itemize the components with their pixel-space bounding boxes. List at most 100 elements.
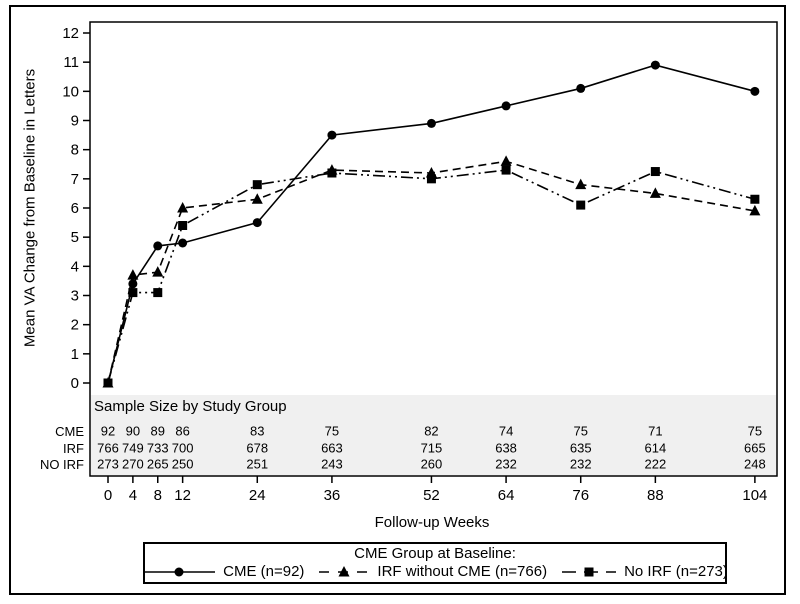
y-tick-label: 5: [71, 229, 79, 246]
sample-table-cell: 273: [97, 457, 119, 472]
sample-table-title: Sample Size by Study Group: [94, 398, 287, 415]
series-cme-marker: [501, 101, 511, 111]
figure-border: [9, 5, 786, 595]
series-no-irf-line: [107, 169, 756, 384]
x-tick-label: 4: [129, 487, 137, 504]
legend-line-sample-no-irf: [562, 567, 617, 576]
legend-line-sample-cme: [143, 567, 216, 576]
legend-label-cme: CME (n=92): [223, 563, 305, 580]
series-no-irf: [103, 165, 760, 388]
sample-table-row-label-cme: CME: [55, 424, 84, 439]
legend-entry-cme: CME (n=92): [142, 563, 304, 580]
series-cme-line: [107, 64, 756, 384]
sample-table-cell: 89: [151, 424, 165, 439]
sample-table-cell: 86: [175, 424, 189, 439]
x-tick-label: 88: [647, 487, 664, 504]
legend-entry-irf: IRF without CME (n=766): [318, 563, 547, 580]
y-tick-label: 0: [71, 375, 79, 392]
sample-table-cell: 75: [748, 424, 762, 439]
series-no-irf-marker: [750, 194, 760, 204]
series-cme-marker: [650, 60, 660, 70]
sample-table-cell: 766: [97, 441, 119, 456]
y-tick-label: 11: [63, 54, 79, 71]
series-irf-marker: [500, 155, 512, 166]
sample-table-cell: 83: [250, 424, 264, 439]
sample-table-cell: 75: [573, 424, 587, 439]
series-cme-marker: [128, 279, 138, 289]
sample-table-cell: 232: [570, 457, 592, 472]
sample-table-cell: 90: [126, 424, 140, 439]
series-cme-marker: [153, 241, 163, 251]
y-tick-label: 6: [71, 200, 79, 217]
series-irf-marker: [575, 178, 587, 190]
x-tick-label: 64: [498, 487, 515, 504]
x-tick-label: 0: [104, 487, 112, 504]
x-tick-label: 8: [154, 487, 162, 504]
sample-table-cell: 250: [172, 457, 194, 472]
series-no-irf-marker: [178, 220, 188, 230]
series-irf-marker: [127, 269, 139, 280]
legend-label-no-irf: No IRF (n=273): [624, 563, 728, 580]
series-no-irf-marker: [252, 180, 262, 190]
sample-table-cell: 248: [744, 457, 766, 472]
legend-line-sample-irf: [319, 565, 370, 576]
series-irf: [102, 155, 761, 388]
sample-table-cell: 665: [744, 441, 766, 456]
x-tick-label: 12: [174, 487, 191, 504]
plot-frame: [89, 21, 778, 477]
y-tick-label: 2: [71, 317, 79, 334]
y-tick-label: 9: [71, 112, 79, 129]
y-tick-label: 12: [62, 25, 79, 42]
sample-table-cell: 733: [147, 441, 169, 456]
series-cme: [103, 60, 760, 388]
y-tick-label: 8: [71, 142, 79, 159]
sample-table-background: [91, 395, 776, 475]
legend-entries: CME (n=92) IRF without CME (n=766) No IR…: [142, 563, 728, 580]
sample-table-cell: 715: [421, 441, 443, 456]
y-tick-label: 1: [71, 346, 79, 363]
series-no-irf-marker: [103, 378, 113, 388]
series-no-irf-marker: [501, 165, 511, 175]
series-no-irf-marker: [576, 200, 586, 210]
y-tick-label: 3: [71, 287, 79, 304]
series-no-irf-marker: [128, 288, 138, 298]
series-no-irf-marker: [650, 167, 660, 177]
series-cme-marker: [750, 86, 760, 96]
x-tick-label: 24: [249, 487, 266, 504]
series-irf-marker: [152, 266, 164, 277]
sample-table-cell: 749: [122, 441, 144, 456]
series-cme-marker: [426, 118, 436, 128]
sample-table-cell: 614: [645, 441, 667, 456]
sample-table-cell: 700: [172, 441, 194, 456]
series-no-irf-marker: [327, 168, 337, 178]
sample-table-cell: 243: [321, 457, 343, 472]
triangle-marker-icon: [338, 565, 350, 576]
sample-table-cell: 638: [495, 441, 517, 456]
x-tick-label: 52: [423, 487, 440, 504]
x-tick-label: 104: [742, 487, 767, 504]
sample-table-row-label-no-irf: NO IRF: [39, 457, 84, 472]
x-tick-label: 76: [572, 487, 589, 504]
series-cme-marker: [576, 83, 586, 93]
legend: CME Group at Baseline: CME (n=92) IRF wi…: [142, 542, 728, 584]
series-no-irf-marker: [426, 174, 436, 184]
sample-table-cell: 75: [325, 424, 339, 439]
sample-table-cell: 270: [122, 457, 144, 472]
sample-table-cell: 92: [101, 424, 115, 439]
legend-title: CME Group at Baseline:: [354, 545, 516, 562]
series-irf-marker: [749, 204, 761, 216]
y-tick-label: 7: [71, 171, 79, 188]
sample-table-cell: 663: [321, 441, 343, 456]
x-axis-title: Follow-up Weeks: [374, 514, 490, 531]
circle-marker-icon: [174, 567, 184, 576]
series-cme-marker: [327, 130, 337, 140]
square-marker-icon: [584, 567, 594, 576]
legend-entry-no-irf: No IRF (n=273): [561, 563, 728, 580]
y-tick-label: 10: [62, 83, 79, 100]
sample-table-cell: 260: [421, 457, 443, 472]
sample-table-cell: 265: [147, 457, 169, 472]
sample-table-cell: 251: [246, 457, 268, 472]
series-no-irf-marker: [153, 288, 163, 298]
